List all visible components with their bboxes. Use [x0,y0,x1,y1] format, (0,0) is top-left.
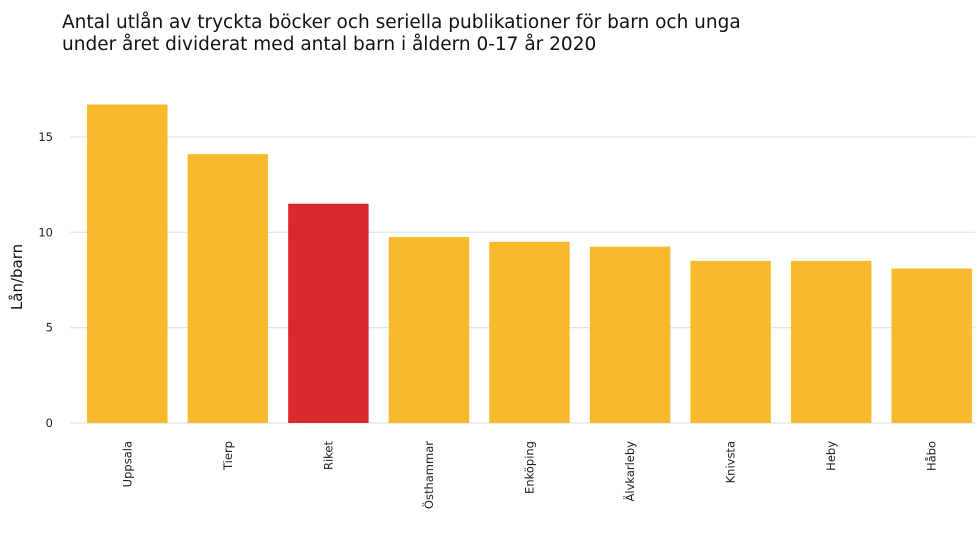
x-tick-label: Uppsala [120,441,134,487]
bar-knivsta [690,260,771,423]
bar-riket [288,203,369,423]
chart-title-line-2: under året dividerat med antal barn i ål… [62,34,597,55]
x-tick-label: Riket [321,441,335,471]
x-axis-ticks: Uppsala Tierp Riket Östhammar Enköping Älvkar… [120,441,938,510]
y-tick-label: 0 [46,416,53,430]
y-tick-label: 5 [46,321,53,335]
x-tick-label: Tierp [221,441,235,471]
y-axis-ticks: 0 5 10 15 [38,130,53,430]
bar-östhammar [388,237,470,423]
x-tick-label: Östhammar [420,441,436,509]
x-tick-label: Enköping [523,441,537,494]
x-tick-label: Älvkarleby [622,441,637,502]
bars [87,104,972,423]
bar-heby [790,260,872,423]
bar-tierp [187,154,269,423]
chart-title: Antal utlån av tryckta böcker och seriel… [62,12,741,56]
bar-älvkarleby [589,246,671,423]
x-tick-label: Knivsta [724,441,738,483]
x-tick-label: Håbo [925,441,939,471]
x-tick-label: Heby [824,441,838,471]
y-tick-label: 15 [38,130,53,144]
bar-håbo [891,268,972,423]
y-axis-label: Lån/barn [8,244,26,310]
y-tick-label: 10 [38,225,53,239]
chart-title-line-1: Antal utlån av tryckta böcker och seriel… [62,12,741,33]
bar-uppsala [87,104,168,423]
bar-enköping [489,241,570,423]
